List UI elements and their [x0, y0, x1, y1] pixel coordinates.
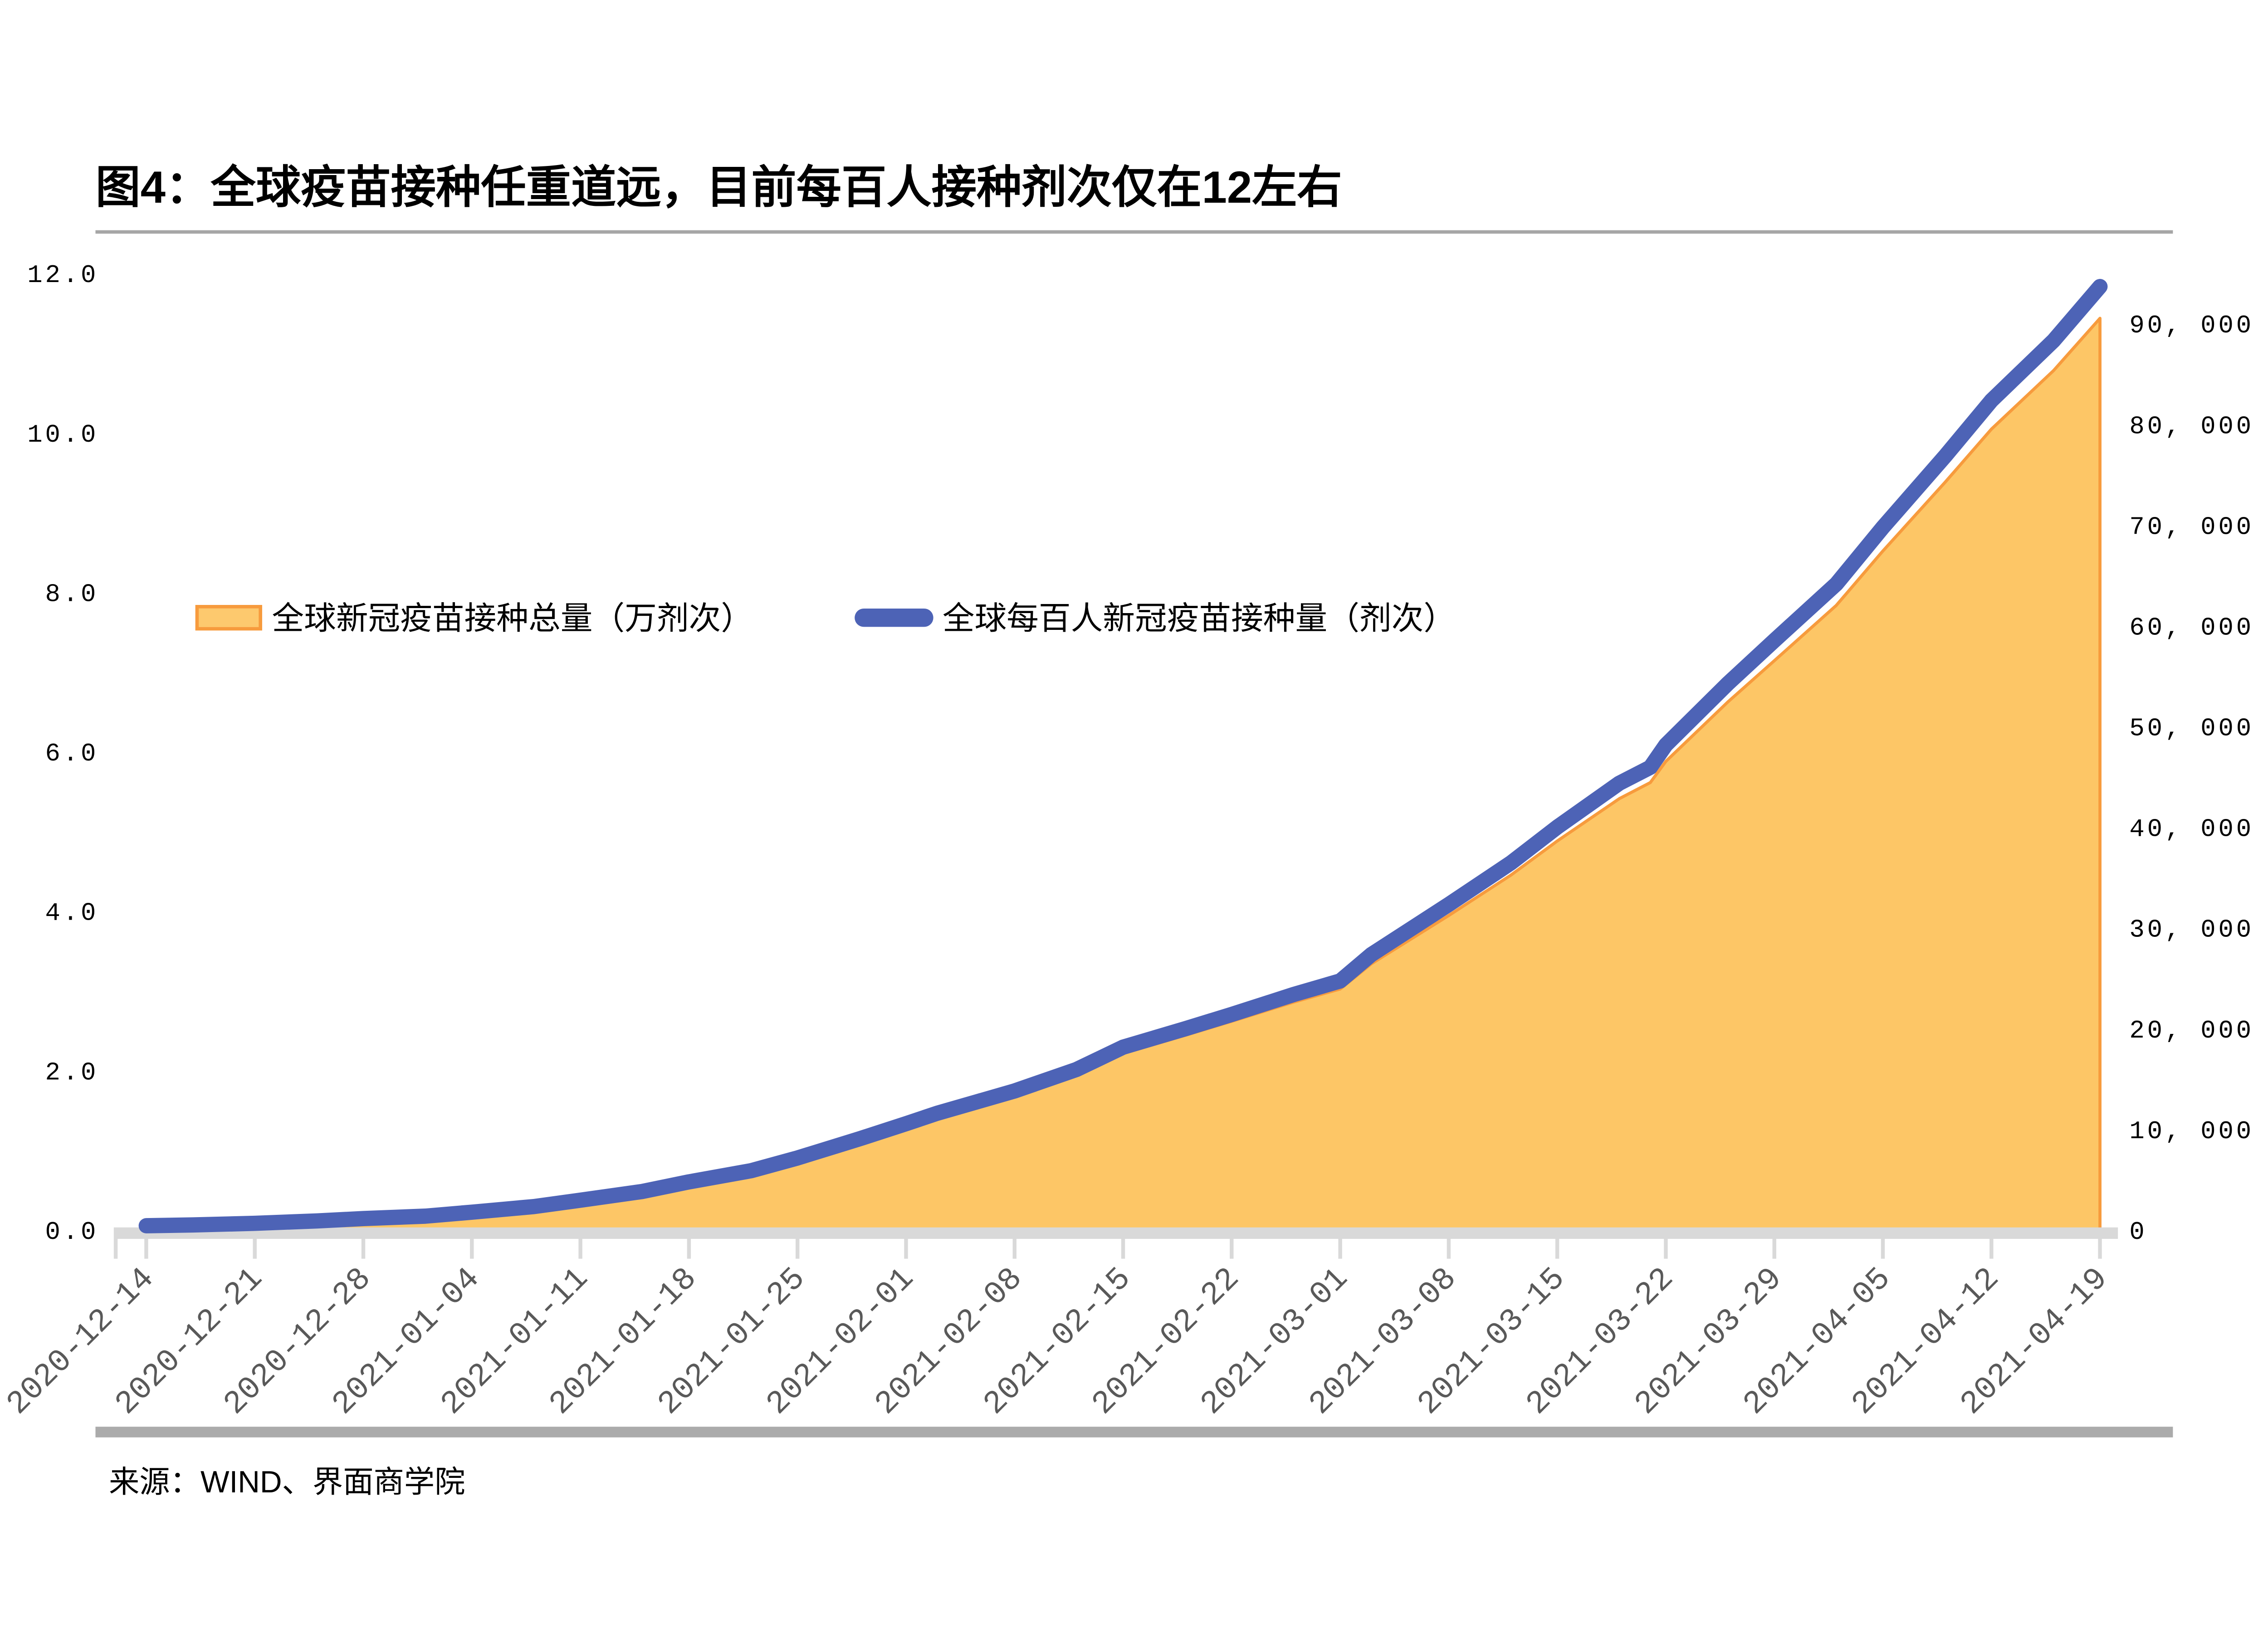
- x-axis-tick: [1447, 1238, 1451, 1259]
- x-axis-tick: [904, 1238, 908, 1259]
- left-axis-tick-label: 0.0: [45, 1218, 99, 1247]
- x-axis-tick: [2098, 1238, 2102, 1259]
- per100-doses-line-series: [138, 279, 2108, 1233]
- bottom-divider-line: [95, 1427, 2173, 1437]
- x-axis: [113, 1227, 2118, 1259]
- x-axis-tick: [687, 1238, 691, 1259]
- total-doses-area-series: [146, 317, 2102, 1230]
- x-axis-tick: [1555, 1238, 1559, 1259]
- left-axis-tick-label: 4.0: [45, 899, 99, 928]
- x-axis-tick: [1121, 1238, 1125, 1259]
- right-axis-tick-label: 30, 000: [2129, 916, 2254, 945]
- x-axis-tick: [253, 1238, 257, 1259]
- x-axis-date-labels: 2020-12-142020-12-212020-12-282021-01-04…: [0, 1261, 2116, 1423]
- legend-swatch-area-icon: [195, 605, 262, 631]
- right-axis-tick-label: 40, 000: [2129, 815, 2254, 844]
- x-axis-tick: [470, 1238, 474, 1259]
- x-axis-tick: [113, 1238, 118, 1259]
- x-axis-tick: [1664, 1238, 1668, 1259]
- per100-doses-line: [138, 279, 2108, 1233]
- left-axis-tick-label: 12.0: [27, 261, 98, 290]
- x-axis-tick: [361, 1238, 366, 1259]
- right-axis-tick-label: 70, 000: [2129, 513, 2254, 541]
- right-axis-tick-label: 60, 000: [2129, 614, 2254, 642]
- left-y-axis-labels: 0.0 2.0 4.0 6.0 8.0 10.0 12.0: [27, 261, 99, 1247]
- chart-title: 图4：全球疫苗接种任重道远，目前每百人接种剂次仅在12左右: [95, 162, 1342, 213]
- x-axis-tick: [1338, 1238, 1342, 1259]
- total-doses-area: [146, 318, 2100, 1230]
- left-axis-tick-label: 6.0: [45, 740, 99, 768]
- left-axis-tick-label: 8.0: [45, 580, 99, 609]
- x-axis-tick: [578, 1238, 582, 1259]
- legend: 全球新冠疫苗接种总量（万剂次） 全球每百人新冠疫苗接种量（剂次）: [195, 600, 1456, 636]
- right-axis-tick-label: 50, 000: [2129, 715, 2254, 743]
- x-axis-tick: [1230, 1238, 1234, 1259]
- right-axis-tick-label: 10, 000: [2129, 1117, 2254, 1146]
- right-axis-tick-label: 0: [2129, 1218, 2147, 1247]
- right-axis-tick-label: 90, 000: [2129, 312, 2254, 340]
- left-axis-tick-label: 10.0: [27, 421, 98, 449]
- x-axis-tick: [795, 1238, 800, 1259]
- right-axis-tick-label: 20, 000: [2129, 1017, 2254, 1045]
- x-axis-tick: [1772, 1238, 1776, 1259]
- source-note: 来源：WIND、界面商学院: [109, 1465, 465, 1499]
- plot-area: 0.0 2.0 4.0 6.0 8.0 10.0 12.0 0 10, 000 20, 000 3…: [0, 261, 2254, 1423]
- x-axis-line: [113, 1227, 2118, 1239]
- x-axis-tick: [1881, 1238, 1885, 1259]
- x-axis-tick: [144, 1238, 148, 1259]
- top-divider-line: [95, 230, 2173, 234]
- right-axis-tick-label: 80, 000: [2129, 412, 2254, 441]
- right-y-axis-labels: 0 10, 000 20, 000 30, 000 40, 000 50, 000 60, …: [2129, 312, 2254, 1247]
- legend-label-per100-doses: 全球每百人新冠疫苗接种量（剂次）: [943, 600, 1456, 636]
- x-axis-tick: [1012, 1238, 1017, 1259]
- legend-label-total-doses: 全球新冠疫苗接种总量（万剂次）: [272, 600, 753, 636]
- left-axis-tick-label: 2.0: [45, 1058, 99, 1087]
- x-axis-tick: [1989, 1238, 1994, 1259]
